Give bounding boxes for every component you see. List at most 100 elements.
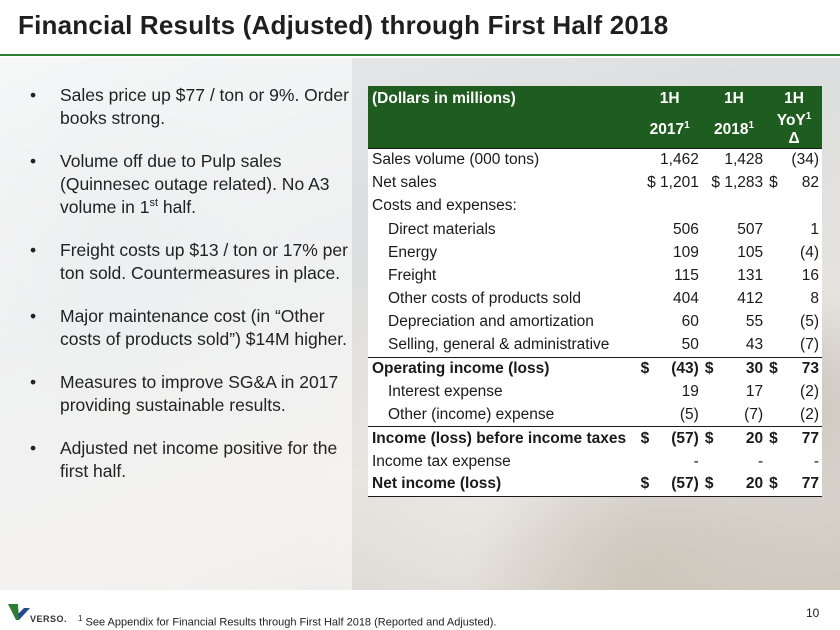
table-row: Interest expense 19 17 (2) <box>368 380 822 403</box>
table-row: Income tax expense - - - <box>368 450 822 473</box>
dollar-sign: $ <box>637 426 653 450</box>
cell-value: 404 <box>672 290 699 308</box>
footnote: 1 See Appendix for Financial Results thr… <box>78 614 497 629</box>
bullet-dot-icon: • <box>30 85 37 105</box>
cell-value: 43 <box>745 336 764 354</box>
cell-value: (2) <box>800 405 819 423</box>
cell-value: 77 <box>780 473 822 497</box>
row-label: Other (income) expense <box>388 405 555 423</box>
row-label: Interest expense <box>388 382 503 400</box>
bullet-panel <box>0 58 352 590</box>
table-header-row: (Dollars in millions) 1H 1H 1H <box>368 86 822 112</box>
header-col-2017: 1H <box>637 86 702 112</box>
cell-value: 506 <box>672 220 699 238</box>
row-label: Direct materials <box>388 220 496 238</box>
dollar-sign: $ <box>701 473 717 497</box>
row-label: Depreciation and amortization <box>388 313 594 331</box>
bullet-item: • Adjusted net income positive for the fi… <box>30 438 338 481</box>
cell-value: $ 1,283 <box>711 174 764 192</box>
cell-value: (7) <box>800 336 819 354</box>
header-col-yoy: 1H <box>766 86 822 112</box>
cell-value: 17 <box>745 382 764 400</box>
header-label: (Dollars in millions) <box>368 86 638 112</box>
header-col-2018: 1H <box>701 86 767 112</box>
cell-value: 1 <box>810 220 819 238</box>
cell-value: 77 <box>780 426 822 450</box>
dollar-sign: $ <box>766 426 781 450</box>
bullet-item: • Volume off due to Pulp sales (Quinnesec… <box>30 151 330 217</box>
dollar-sign: $ <box>766 473 781 497</box>
dollar-sign: $ <box>637 473 653 497</box>
table-row: Selling, general & administrative 50 43 (7) <box>368 334 822 357</box>
bullet-dot-icon: • <box>30 372 37 392</box>
cell-value: 73 <box>780 356 822 381</box>
row-label: Other costs of products sold <box>388 290 581 308</box>
cell-value: 105 <box>737 243 764 261</box>
dollar-sign: $ <box>637 356 653 381</box>
bullet-dot-icon: • <box>30 151 37 171</box>
cell-value: (4) <box>800 243 819 261</box>
cell-value: (2) <box>800 382 819 400</box>
verso-logo-icon <box>8 604 30 620</box>
row-label: Operating income (loss) <box>368 356 638 381</box>
bullet-item: • Measures to improve SG&A in 2017 provid… <box>30 372 339 415</box>
table-row: Income (loss) before income taxes $ (57) $2… <box>368 426 822 450</box>
dollar-sign: $ <box>701 426 717 450</box>
cell-value: (5) <box>800 313 819 331</box>
bullet-dot-icon: • <box>30 240 37 260</box>
table-row: Energy 109 105 (4) <box>368 241 822 264</box>
row-label: Costs and expenses: <box>372 197 517 215</box>
cell-value: $ 1,201 <box>647 174 699 192</box>
row-label: Income (loss) before income taxes <box>368 426 638 450</box>
row-label: Energy <box>388 243 438 261</box>
bullet-dot-icon: • <box>30 438 37 458</box>
cell-value: 507 <box>737 220 764 238</box>
dollar-sign: $ <box>769 174 778 192</box>
bullet-list: • Sales price up $77 / ton or 9%. Order b… <box>30 84 350 503</box>
cell-value: (7) <box>744 405 764 423</box>
bullet-dot-icon: • <box>30 306 37 326</box>
table-row: Freight 115 131 16 <box>368 264 822 287</box>
cell-value: (34) <box>766 147 822 172</box>
cell-value: 50 <box>681 336 699 354</box>
table-row: Net income (loss) $ (57) $20 $77 <box>368 473 822 497</box>
cell-value: (5) <box>679 405 699 423</box>
cell-value: - <box>757 452 764 470</box>
title-rule <box>0 54 840 56</box>
row-label: Sales volume (000 tons) <box>368 147 638 172</box>
table-row: Direct materials 506 507 1 <box>368 218 822 241</box>
cell-value: 1,428 <box>701 147 767 172</box>
row-label: Selling, general & administrative <box>388 336 610 354</box>
financial-table: (Dollars in millions) 1H 1H 1H 20171 201… <box>368 86 822 497</box>
table-row: Sales volume (000 tons) 1,462 1,428 (34) <box>368 147 822 172</box>
row-label: Freight <box>388 267 437 285</box>
cell-value: (57) <box>652 426 702 450</box>
cell-value: 82 <box>801 174 819 192</box>
table-row: Depreciation and amortization 60 55 (5) <box>368 311 822 334</box>
cell-value: 20 <box>716 473 767 497</box>
cell-value: 8 <box>810 290 819 308</box>
dollar-sign: $ <box>766 356 781 381</box>
table-header-row: 20171 20181 YoY1 Δ <box>368 111 822 149</box>
cell-value: (43) <box>652 356 702 381</box>
cell-value: (57) <box>652 473 702 497</box>
cell-value: 109 <box>672 243 699 261</box>
bullet-item: • Sales price up $77 / ton or 9%. Order b… <box>30 85 349 128</box>
cell-value: 20 <box>716 426 767 450</box>
row-label: Income tax expense <box>372 452 511 470</box>
cell-value <box>638 195 702 218</box>
dollar-sign: $ <box>701 356 717 381</box>
cell-value: 1,462 <box>637 147 702 172</box>
page-number: 10 <box>806 606 820 620</box>
cell-value: 16 <box>801 267 819 285</box>
cell-value: 412 <box>737 290 764 308</box>
cell-value: 60 <box>681 313 699 331</box>
cell-value: 131 <box>737 267 764 285</box>
table-row: Operating income (loss) $ (43) $30 $73 <box>368 356 822 381</box>
page-title: Financial Results (Adjusted) through Fir… <box>18 10 669 40</box>
table-row: Costs and expenses: <box>368 195 822 218</box>
cell-value: 30 <box>716 356 767 381</box>
logo-text: VERSO. <box>30 614 68 624</box>
cell-value: 55 <box>745 313 764 331</box>
cell-value: - <box>693 452 699 470</box>
